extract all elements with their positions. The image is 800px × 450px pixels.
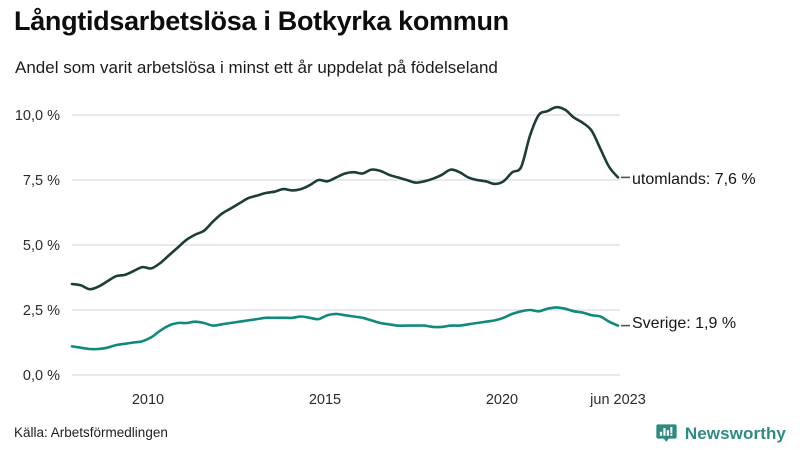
y-axis-tick-label: 7,5 % (23, 173, 60, 189)
source-note: Källa: Arbetsförmedlingen (14, 425, 168, 440)
y-axis-tick-label: 5,0 % (23, 238, 60, 254)
newsworthy-logo: Newsworthy (655, 422, 786, 445)
brand-name: Newsworthy (684, 423, 786, 443)
y-axis-tick-label: 10,0 % (15, 108, 60, 124)
series-label-sverige: Sverige: 1,9 % (632, 315, 737, 332)
series-lines (70, 105, 620, 351)
x-axis-tick-label: 2015 (309, 392, 341, 408)
series-line-sverige (70, 306, 620, 351)
x-axis-tick-label: jun 2023 (589, 392, 646, 408)
series-label-connectors (621, 176, 630, 327)
x-axis-tick-label: 2020 (486, 392, 518, 408)
y-axis-tick-label: 0,0 % (23, 368, 60, 384)
series-line-utomlands (70, 105, 620, 291)
x-axis-tick-label: 2010 (132, 392, 164, 408)
bar-chart-speech-bubble-icon (656, 424, 677, 442)
y-axis-tick-label: 2,5 % (23, 303, 60, 319)
page-title: Långtidsarbetslösa i Botkyrka kommun (14, 6, 509, 36)
y-axis-tick-labels: 0,0 % 2,5 % 5,0 % 7,5 % 10,0 % (15, 108, 60, 384)
x-axis-tick-labels: 2010 2015 2020 jun 2023 (132, 392, 646, 408)
series-label-utomlands: utomlands: 7,6 % (632, 171, 756, 188)
chart-subtitle: Andel som varit arbetslösa i minst ett å… (15, 58, 498, 77)
